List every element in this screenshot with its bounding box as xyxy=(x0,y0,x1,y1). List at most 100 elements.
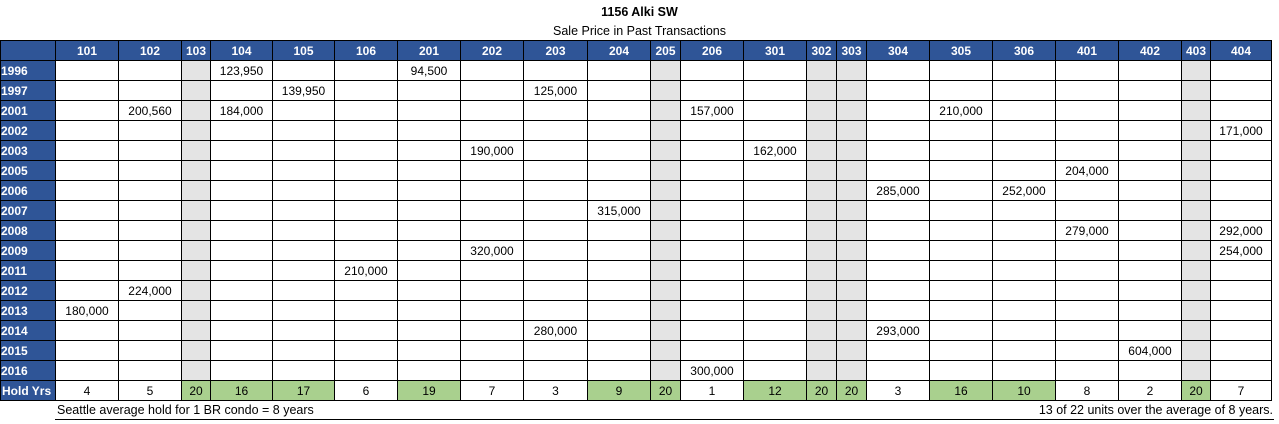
sale-price-cell xyxy=(806,320,837,341)
hold-years-cell: 7 xyxy=(1210,380,1272,401)
sale-price-cell xyxy=(1055,360,1119,381)
sale-price-cell xyxy=(272,360,335,381)
sale-price-cell xyxy=(1055,120,1119,141)
year-label: 2015 xyxy=(0,340,56,361)
year-label: 2003 xyxy=(0,140,56,161)
sale-price-cell: 293,000 xyxy=(866,320,930,341)
sale-price-cell xyxy=(272,220,335,241)
sale-price-cell xyxy=(272,260,335,281)
sale-price-cell xyxy=(118,240,182,261)
sale-price-cell xyxy=(210,320,273,341)
sale-price-cell xyxy=(272,340,335,361)
sale-price-cell xyxy=(1210,320,1272,341)
sale-price-cell xyxy=(1210,300,1272,321)
sale-price-cell xyxy=(523,160,588,181)
sale-price-cell xyxy=(680,140,744,161)
sale-price-cell xyxy=(210,260,273,281)
unit-header-302: 302 xyxy=(806,40,837,61)
sale-price-cell xyxy=(836,180,867,201)
hold-years-cell: 19 xyxy=(397,380,461,401)
sale-price-cell xyxy=(929,200,993,221)
sale-price-cell: 292,000 xyxy=(1210,220,1272,241)
sale-price-cell xyxy=(992,280,1056,301)
sale-price-cell xyxy=(210,80,273,101)
sale-price-cell xyxy=(210,200,273,221)
sale-price-cell xyxy=(680,80,744,101)
sale-price-cell xyxy=(397,340,461,361)
sale-price-cell xyxy=(650,200,681,221)
sale-price-cell xyxy=(650,100,681,121)
sale-price-cell xyxy=(55,260,119,281)
sale-price-cell xyxy=(866,140,930,161)
sale-price-cell xyxy=(397,120,461,141)
sale-price-cell xyxy=(743,360,807,381)
sale-price-cell xyxy=(587,140,651,161)
sale-price-cell xyxy=(118,320,182,341)
sale-price-cell xyxy=(55,140,119,161)
sale-price-cell: 162,000 xyxy=(743,140,807,161)
sale-price-cell xyxy=(929,240,993,261)
sale-price-cell xyxy=(1055,300,1119,321)
sale-price-cell xyxy=(272,200,335,221)
sale-price-cell xyxy=(397,260,461,281)
sale-price-cell xyxy=(806,160,837,181)
sale-price-cell xyxy=(55,80,119,101)
sale-price-cell xyxy=(397,320,461,341)
year-row-2005: 2005 204,000 xyxy=(0,160,1272,181)
unit-header-203: 203 xyxy=(523,40,588,61)
sale-price-cell: 139,950 xyxy=(272,80,335,101)
sale-price-cell xyxy=(650,260,681,281)
sale-price-cell xyxy=(1210,80,1272,101)
sale-price-cell xyxy=(181,80,211,101)
sale-price-cell xyxy=(118,340,182,361)
sale-price-cell xyxy=(650,300,681,321)
sale-price-cell xyxy=(650,360,681,381)
unit-header-103: 103 xyxy=(181,40,211,61)
hold-years-cell: 2 xyxy=(1118,380,1182,401)
sale-price-cell xyxy=(806,140,837,161)
sale-price-cell xyxy=(650,220,681,241)
sale-price-cell xyxy=(55,120,119,141)
sale-price-cell xyxy=(272,180,335,201)
sale-price-cell xyxy=(836,260,867,281)
sale-price-cell xyxy=(836,140,867,161)
sale-price-cell xyxy=(118,140,182,161)
hold-years-cell: 6 xyxy=(334,380,398,401)
sale-price-cell: 171,000 xyxy=(1210,120,1272,141)
sale-price-cell xyxy=(866,280,930,301)
sale-price-cell xyxy=(650,140,681,161)
sale-price-cell xyxy=(743,320,807,341)
sale-price-cell: 224,000 xyxy=(118,280,182,301)
sale-price-cell: 210,000 xyxy=(334,260,398,281)
sale-price-cell xyxy=(55,320,119,341)
sale-price-cell xyxy=(836,240,867,261)
sale-price-cell xyxy=(992,100,1056,121)
unit-header-404: 404 xyxy=(1210,40,1272,61)
sale-price-cell xyxy=(680,220,744,241)
sale-price-cell xyxy=(55,180,119,201)
sale-price-cell xyxy=(397,220,461,241)
sale-price-cell xyxy=(929,80,993,101)
sale-price-cell xyxy=(210,140,273,161)
sale-price-cell xyxy=(743,300,807,321)
sale-price-cell xyxy=(929,220,993,241)
sale-price-cell xyxy=(992,200,1056,221)
sale-price-cell xyxy=(1210,260,1272,281)
year-row-2013: 2013 180,000 xyxy=(0,300,1272,321)
hold-years-cell: 3 xyxy=(523,380,588,401)
sale-price-cell xyxy=(929,60,993,81)
sale-price-cell xyxy=(680,180,744,201)
sale-price-cell xyxy=(1181,60,1211,81)
footer-divider xyxy=(55,419,1274,420)
year-row-1997: 1997 139,950 125,000 xyxy=(0,80,1272,101)
sale-price-cell xyxy=(992,360,1056,381)
sale-price-cell xyxy=(1210,100,1272,121)
sale-price-cell xyxy=(118,60,182,81)
sale-price-cell xyxy=(55,200,119,221)
sale-price-cell xyxy=(181,340,211,361)
sale-price-cell xyxy=(1118,300,1182,321)
sale-price-cell xyxy=(1055,320,1119,341)
sale-price-cell xyxy=(992,300,1056,321)
sale-price-cell xyxy=(55,360,119,381)
sale-price-cell xyxy=(397,140,461,161)
